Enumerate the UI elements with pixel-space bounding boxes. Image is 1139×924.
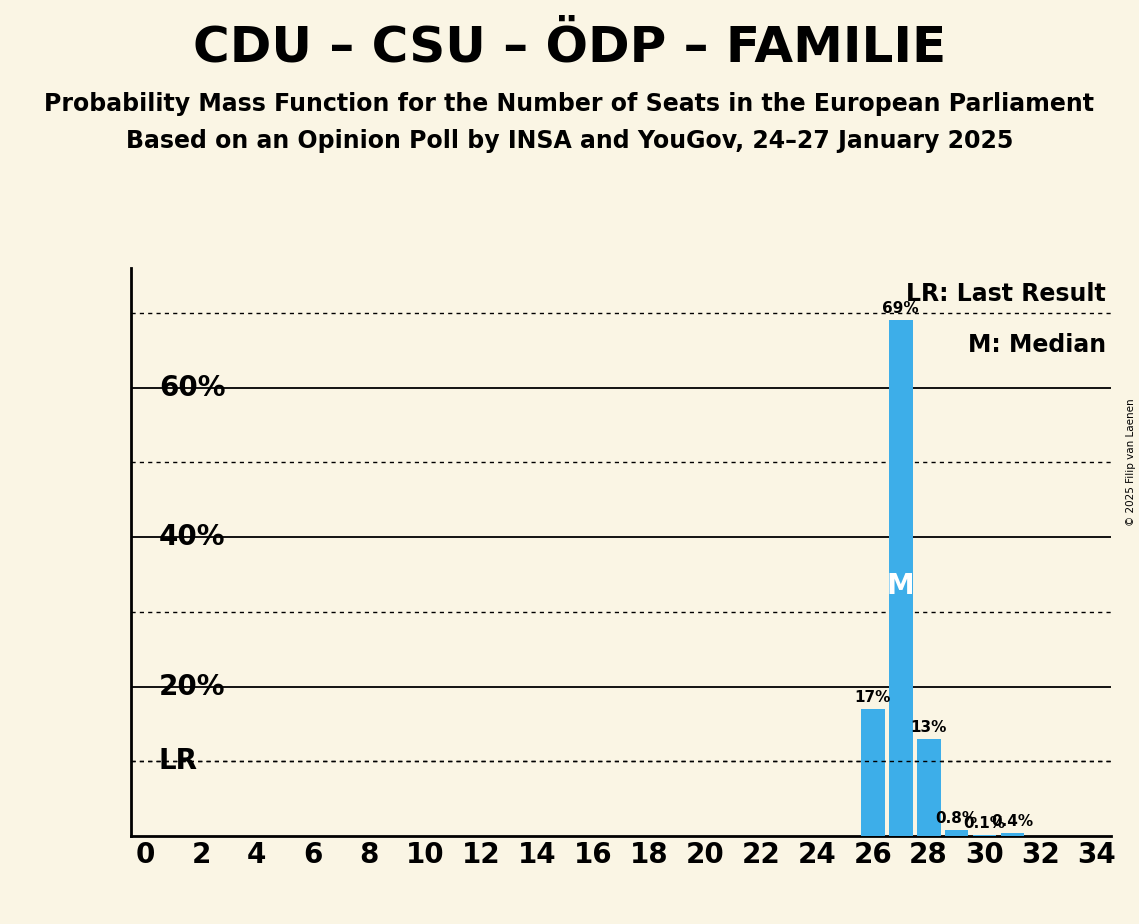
Text: M: Median: M: Median <box>967 334 1106 358</box>
Bar <box>1001 833 1024 836</box>
Text: LR: LR <box>159 748 198 775</box>
Text: 0.4%: 0.4% <box>992 814 1033 829</box>
Text: 20%: 20% <box>159 673 226 700</box>
Text: Probability Mass Function for the Number of Seats in the European Parliament: Probability Mass Function for the Number… <box>44 92 1095 116</box>
Text: Based on an Opinion Poll by INSA and YouGov, 24–27 January 2025: Based on an Opinion Poll by INSA and You… <box>125 129 1014 153</box>
Text: 69%: 69% <box>883 301 919 316</box>
Text: 0.8%: 0.8% <box>935 810 977 826</box>
Bar <box>888 321 912 836</box>
Bar <box>917 739 941 836</box>
Text: © 2025 Filip van Laenen: © 2025 Filip van Laenen <box>1125 398 1136 526</box>
Text: 40%: 40% <box>159 523 226 551</box>
Text: 13%: 13% <box>910 720 947 735</box>
Bar <box>944 831 968 836</box>
Text: LR: Last Result: LR: Last Result <box>906 282 1106 306</box>
Bar <box>861 709 885 836</box>
Text: 0.1%: 0.1% <box>964 816 1006 831</box>
Text: CDU – CSU – ÖDP – FAMILIE: CDU – CSU – ÖDP – FAMILIE <box>192 23 947 71</box>
Text: 17%: 17% <box>854 689 891 705</box>
Text: 60%: 60% <box>159 373 226 402</box>
Text: M: M <box>887 572 915 600</box>
